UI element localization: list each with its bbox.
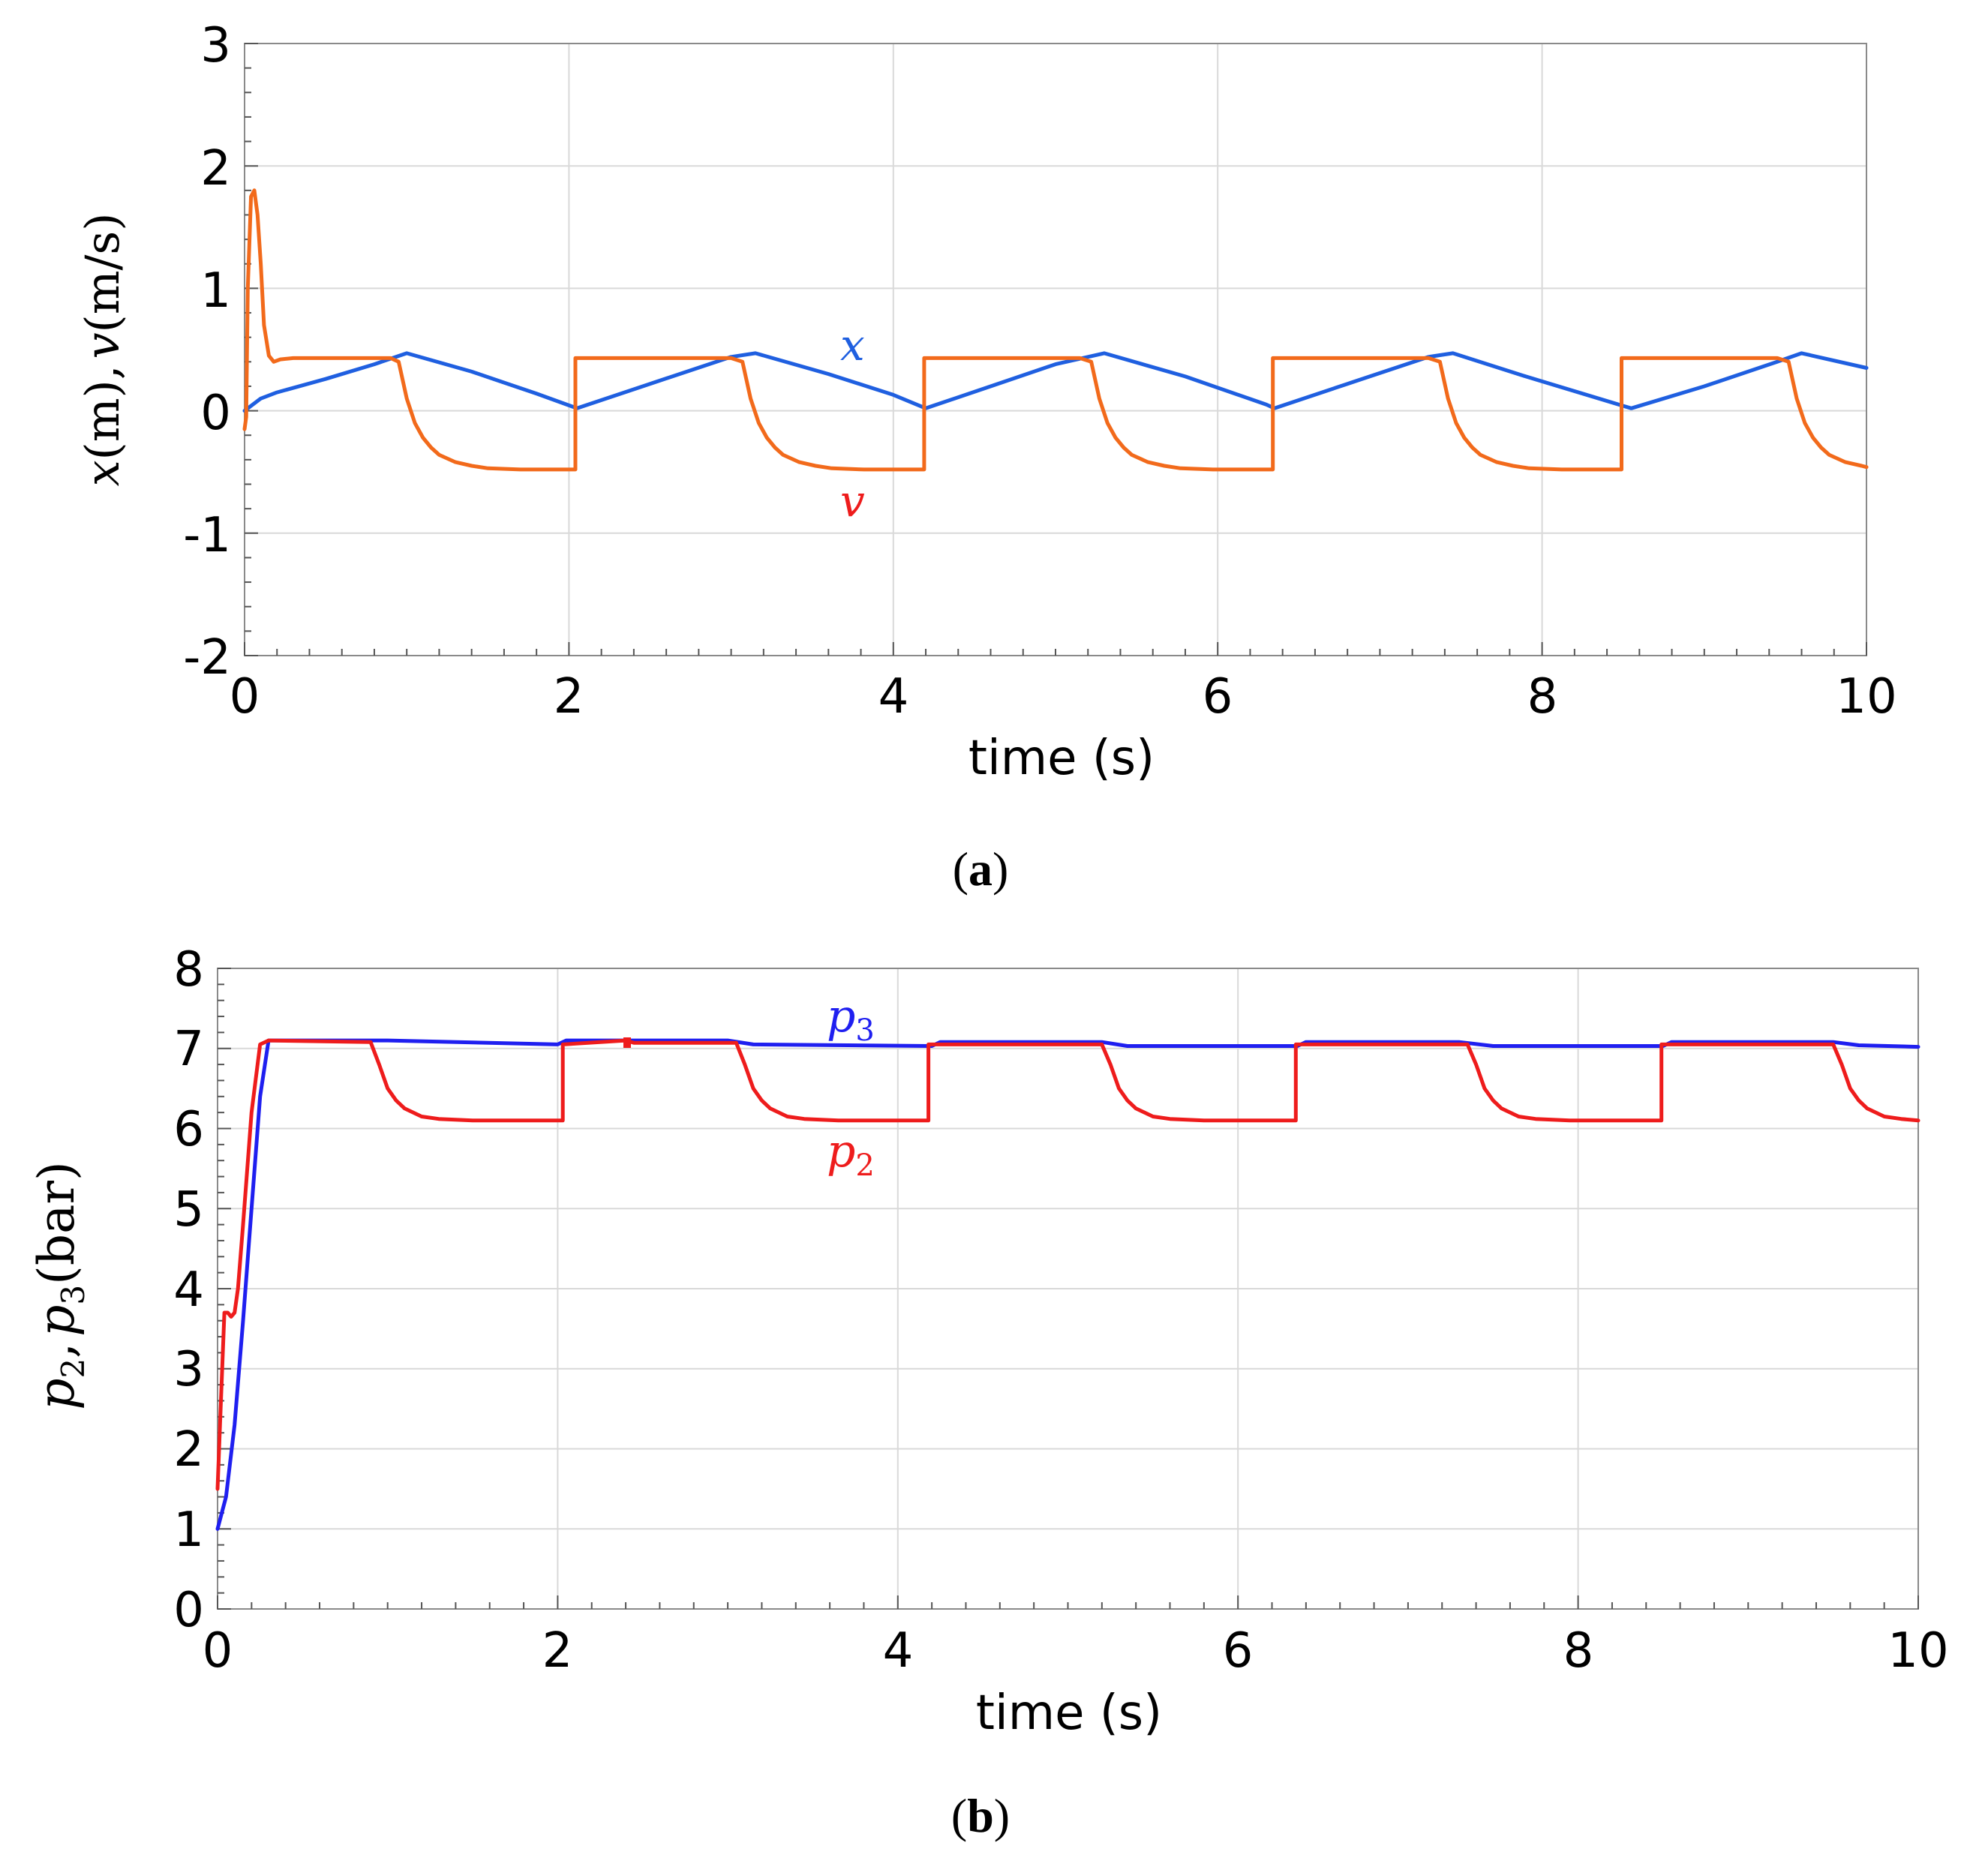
a-ylabel-m: m: [75, 398, 130, 442]
b-ylabel-p-2: p: [28, 1305, 86, 1337]
b-ytick-label: 2: [173, 1422, 204, 1478]
chart-a-plot-frame: [244, 43, 1867, 656]
chart-a: -2 -1 0 1 2 3 0 2 4 6 8 10 time (s) x(m)…: [75, 18, 1897, 896]
a-xtick-label: 10: [1836, 669, 1896, 725]
a-ytick-label: -2: [183, 630, 231, 686]
chart-b-gridlines: [218, 968, 1918, 1609]
b-ytick-label: 6: [173, 1102, 204, 1157]
panel-label-b: (b): [951, 1789, 1010, 1842]
chart-a-gridlines: [245, 44, 1866, 656]
chart-b-series: [215, 1038, 1920, 1531]
b-ylabel-bar: bar: [28, 1181, 86, 1266]
a-xtick-label: 4: [878, 669, 909, 725]
b-xtick-label: 2: [542, 1623, 573, 1679]
b-ylabel-comma: ,: [28, 1343, 86, 1358]
chart-b-minor-ticks: [217, 968, 1919, 1610]
b-xtick-label: 10: [1887, 1623, 1948, 1679]
chart-a-yticks: -2 -1 0 1 2 3: [183, 18, 231, 686]
b-ytick-label: 7: [173, 1022, 204, 1077]
b-ytick-label: 3: [173, 1342, 204, 1397]
chart-a-xticks: 0 2 4 6 8 10: [230, 669, 1897, 725]
b-ylabel-sub2: 2: [55, 1358, 92, 1379]
a-series-line-v: [242, 188, 1869, 472]
b-ytick-label: 1: [173, 1502, 204, 1558]
a-xtick-label: 0: [230, 669, 260, 725]
chart-b: 0 1 2 3 4 5 6 7 8 0 2 4 6 8 10 time (s) …: [28, 942, 1949, 1842]
b-xtick-label: 4: [883, 1623, 914, 1679]
b-ytick-label: 8: [173, 942, 204, 998]
a-ytick-label: 0: [200, 386, 231, 441]
a-ylabel-comma: ,: [75, 365, 130, 380]
chart-a-y-axis-title: x(m),v(m/s): [75, 213, 130, 487]
chart-b-xticks: 0 2 4 6 8 10: [203, 1623, 1949, 1679]
panel-label-a: (a): [953, 842, 1009, 896]
b-ytick-label: 0: [173, 1583, 204, 1638]
chart-a-minor-ticks: [244, 43, 1867, 656]
b-ylabel-sub3: 3: [55, 1285, 92, 1305]
chart-a-series: [242, 188, 1869, 472]
a-xtick-label: 6: [1203, 669, 1233, 725]
b-ytick-label: 5: [173, 1182, 204, 1238]
b-series-label-p2: p2: [827, 1125, 875, 1183]
a-xtick-label: 8: [1527, 669, 1558, 725]
b-xtick-label: 8: [1563, 1623, 1594, 1679]
a-ylabel-ms: m/s: [75, 231, 130, 315]
a-series-label-x: x: [840, 320, 865, 371]
a-series-label-v: v: [840, 476, 865, 527]
a-ytick-label: 1: [200, 263, 231, 319]
a-ylabel-x: x: [75, 460, 130, 486]
b-xtick-label: 0: [203, 1623, 233, 1679]
chart-b-yticks: 0 1 2 3 4 5 6 7 8: [173, 942, 204, 1638]
b-xtick-label: 6: [1223, 1623, 1254, 1679]
a-ytick-label: -1: [183, 508, 231, 563]
a-ylabel-v: v: [75, 332, 130, 359]
a-ytick-label: 2: [200, 141, 231, 197]
a-ytick-label: 3: [200, 18, 231, 74]
chart-b-y-axis-title: p2,p3(bar): [28, 1161, 92, 1410]
a-xtick-label: 2: [554, 669, 584, 725]
chart-a-x-axis-title: time (s): [968, 731, 1155, 786]
b-ylabel-p: p: [28, 1379, 86, 1410]
b-ytick-label: 4: [173, 1262, 204, 1318]
b-series-label-p3: p3: [827, 990, 875, 1048]
b-p2-marker: [623, 1037, 631, 1048]
chart-b-x-axis-title: time (s): [976, 1685, 1162, 1741]
b-series-line-p2: [215, 1038, 1920, 1491]
